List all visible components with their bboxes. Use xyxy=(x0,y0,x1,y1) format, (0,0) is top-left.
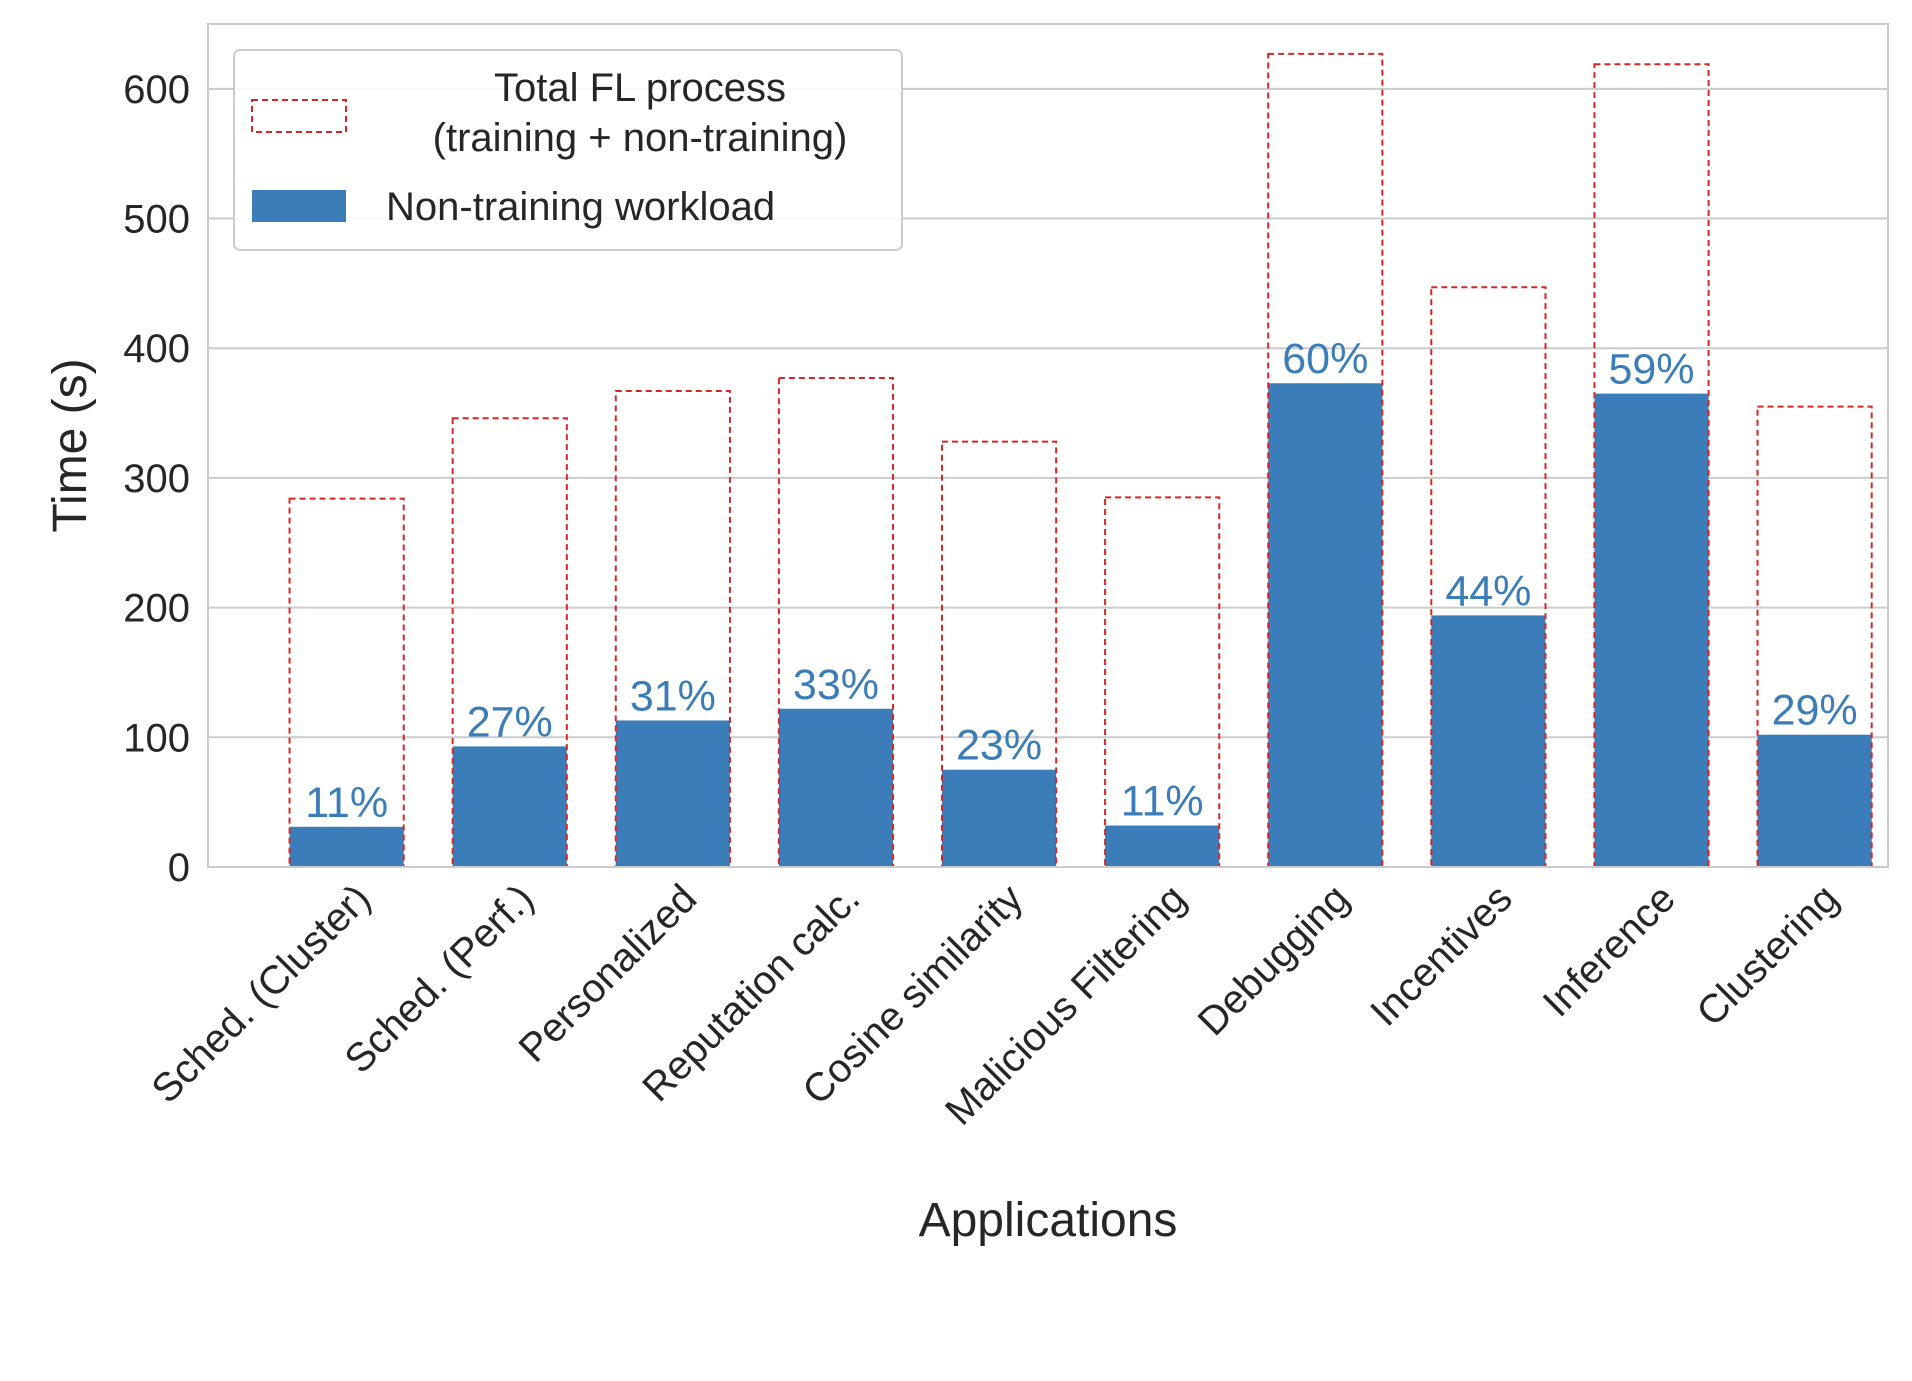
data-label: 27% xyxy=(467,698,553,746)
bar-total-outline xyxy=(451,417,568,868)
data-label: 23% xyxy=(956,722,1042,770)
data-label: 60% xyxy=(1282,335,1368,383)
y-tick-label-0: 0 xyxy=(168,846,190,890)
bar-non-training xyxy=(1268,383,1383,867)
bar-non-training xyxy=(1105,825,1220,867)
x-tick-label: Clustering xyxy=(1689,876,1847,1034)
data-label: 33% xyxy=(793,661,879,709)
bar-non-training xyxy=(778,708,894,867)
bar-total-outline xyxy=(288,497,405,868)
bar-non-training xyxy=(615,720,730,867)
legend-label-non-training: Non-training workload xyxy=(386,185,775,229)
legend: Total FL process (training + non-trainin… xyxy=(233,49,903,251)
x-tick-label: Incentives xyxy=(1362,876,1520,1034)
y-tick-label-300: 300 xyxy=(123,457,190,501)
legend-label-total-line1: Total FL process xyxy=(494,66,786,110)
data-label: 31% xyxy=(630,672,716,720)
bar-non-training xyxy=(941,769,1057,867)
y-axis-title: Time (s) xyxy=(44,358,97,532)
bar-non-training xyxy=(1757,734,1872,867)
x-axis-ticks: Sched. (Cluster)Sched. (Perf.)Personaliz… xyxy=(144,876,1847,1133)
y-tick-label-500: 500 xyxy=(123,198,190,242)
legend-box xyxy=(233,49,903,251)
bar-total-outline xyxy=(614,390,731,868)
bar-non-training xyxy=(289,826,404,867)
data-label: 11% xyxy=(1121,777,1204,825)
legend-swatch-non-training xyxy=(252,190,346,222)
bar-non-training xyxy=(452,746,567,867)
bar-non-training xyxy=(1594,393,1709,867)
y-tick-label-200: 200 xyxy=(123,587,190,631)
x-tick-label: Sched. (Cluster) xyxy=(144,876,379,1111)
data-label: 59% xyxy=(1608,346,1694,394)
y-tick-label-400: 400 xyxy=(123,327,190,371)
data-labels: 11% 27% 31% 33% 23% 11% 60% 44% 59% 29% xyxy=(305,335,1857,827)
x-axis-title: Applications xyxy=(919,1194,1178,1247)
x-tick-label: Inference xyxy=(1535,876,1684,1025)
bar-non-training xyxy=(1431,615,1546,867)
legend-swatch-total xyxy=(251,99,347,133)
data-label: 44% xyxy=(1445,567,1531,615)
data-label: 11% xyxy=(305,779,388,827)
legend-label-total-line2: (training + non-training) xyxy=(433,116,848,160)
plot-area-frame xyxy=(207,23,1889,868)
data-label: 29% xyxy=(1772,687,1858,735)
y-tick-label-100: 100 xyxy=(123,716,190,760)
x-tick-label: Debugging xyxy=(1190,876,1358,1044)
y-tick-label-600: 600 xyxy=(123,68,190,112)
y-axis-ticks: 0 100 200 300 400 500 600 xyxy=(123,68,190,890)
